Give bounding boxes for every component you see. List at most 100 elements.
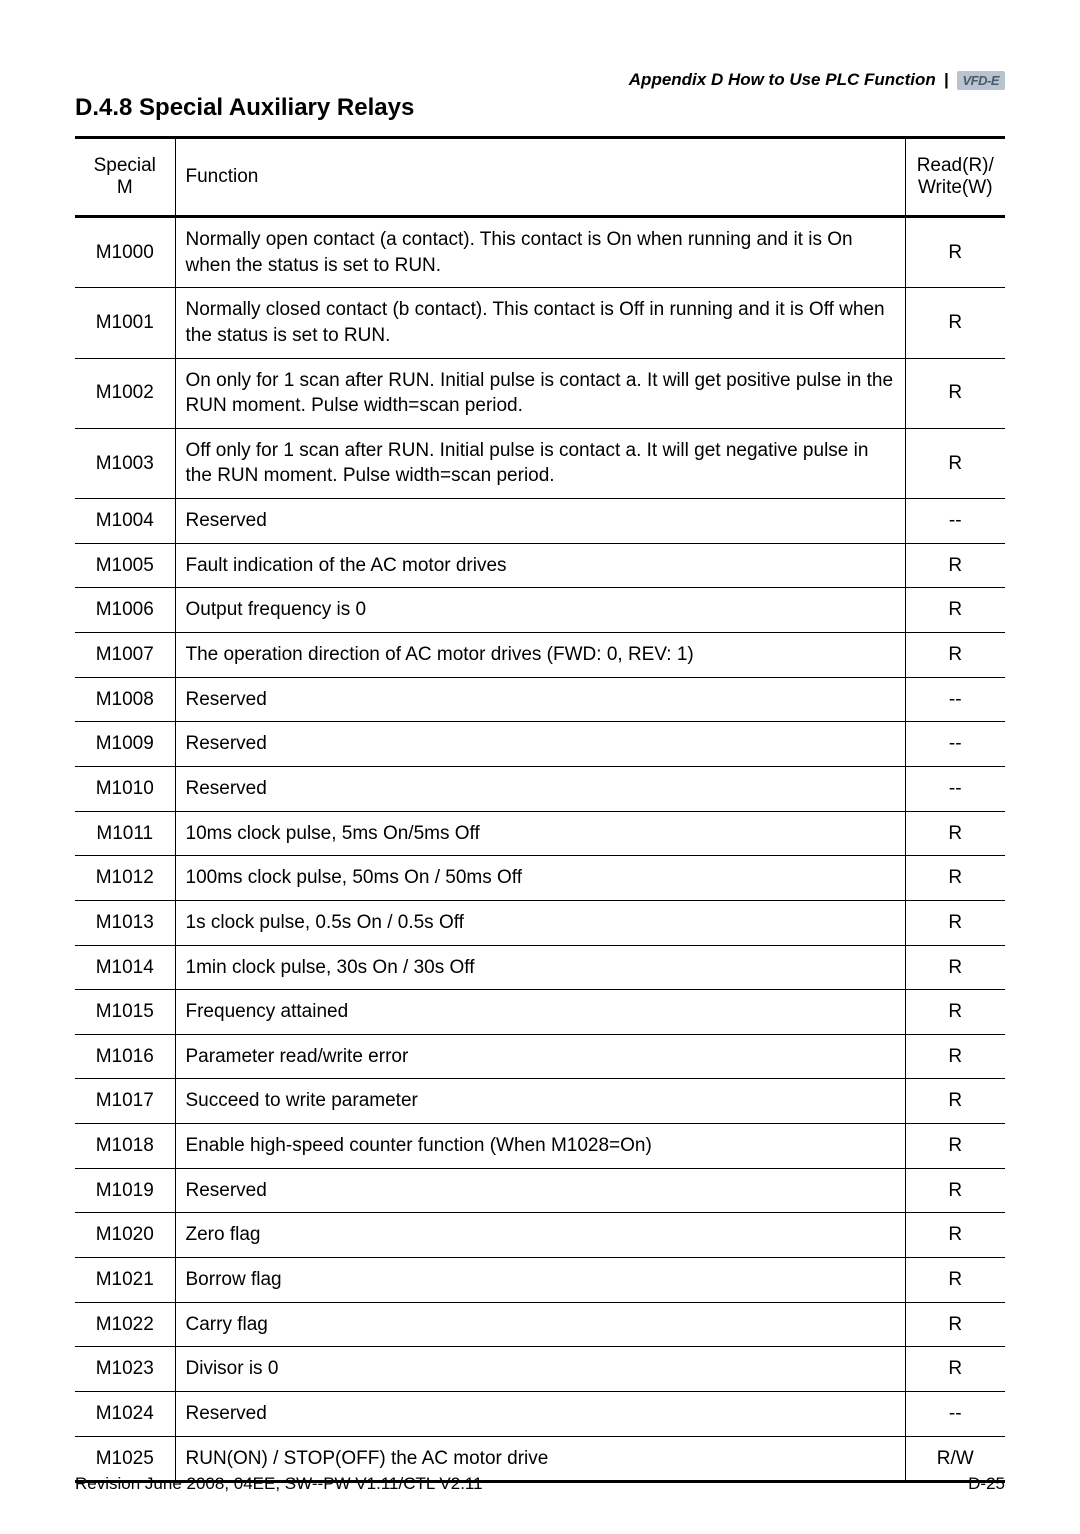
cell-function: Borrow flag (175, 1258, 905, 1303)
cell-readwrite: -- (905, 722, 1005, 767)
col-readwrite: Read(R)/Write(W) (905, 138, 1005, 217)
cell-readwrite: R (905, 1347, 1005, 1392)
cell-readwrite: -- (905, 1391, 1005, 1436)
page-header: Appendix D How to Use PLC Function | VFD… (75, 70, 1005, 90)
cell-readwrite: R (905, 1213, 1005, 1258)
cell-function: Off only for 1 scan after RUN. Initial p… (175, 428, 905, 498)
cell-function: Normally closed contact (b contact). Thi… (175, 288, 905, 358)
table-row: M1010Reserved-- (75, 766, 1005, 811)
cell-special-m: M1018 (75, 1124, 175, 1169)
table-row: M1018Enable high-speed counter function … (75, 1124, 1005, 1169)
cell-readwrite: R (905, 1034, 1005, 1079)
cell-special-m: M1002 (75, 358, 175, 428)
table-row: M1006Output frequency is 0R (75, 588, 1005, 633)
cell-special-m: M1016 (75, 1034, 175, 1079)
cell-readwrite: R (905, 428, 1005, 498)
cell-function: Reserved (175, 766, 905, 811)
cell-readwrite: R (905, 633, 1005, 678)
cell-special-m: M1017 (75, 1079, 175, 1124)
table-header-row: SpecialM Function Read(R)/Write(W) (75, 138, 1005, 217)
cell-readwrite: R (905, 1079, 1005, 1124)
table-row: M1003Off only for 1 scan after RUN. Init… (75, 428, 1005, 498)
cell-function: Parameter read/write error (175, 1034, 905, 1079)
cell-special-m: M1008 (75, 677, 175, 722)
cell-function: Frequency attained (175, 990, 905, 1035)
cell-function: Reserved (175, 499, 905, 544)
table-body: M1000Normally open contact (a contact). … (75, 217, 1005, 1482)
cell-function: Reserved (175, 677, 905, 722)
cell-function: Fault indication of the AC motor drives (175, 543, 905, 588)
cell-special-m: M1001 (75, 288, 175, 358)
cell-function: Divisor is 0 (175, 1347, 905, 1392)
cell-function: The operation direction of AC motor driv… (175, 633, 905, 678)
cell-function: Reserved (175, 1391, 905, 1436)
table-row: M1005Fault indication of the AC motor dr… (75, 543, 1005, 588)
cell-special-m: M1019 (75, 1168, 175, 1213)
table-row: M1021Borrow flagR (75, 1258, 1005, 1303)
cell-special-m: M1010 (75, 766, 175, 811)
cell-special-m: M1005 (75, 543, 175, 588)
table-row: M1007The operation direction of AC motor… (75, 633, 1005, 678)
cell-special-m: M1023 (75, 1347, 175, 1392)
separator: | (944, 70, 949, 90)
cell-special-m: M1020 (75, 1213, 175, 1258)
cell-readwrite: R (905, 900, 1005, 945)
cell-readwrite: R (905, 1258, 1005, 1303)
cell-function: 1min clock pulse, 30s On / 30s Off (175, 945, 905, 990)
cell-special-m: M1007 (75, 633, 175, 678)
col-special-m: SpecialM (75, 138, 175, 217)
table-row: M10131s clock pulse, 0.5s On / 0.5s OffR (75, 900, 1005, 945)
cell-special-m: M1024 (75, 1391, 175, 1436)
cell-function: On only for 1 scan after RUN. Initial pu… (175, 358, 905, 428)
cell-readwrite: -- (905, 499, 1005, 544)
cell-function: Carry flag (175, 1302, 905, 1347)
cell-function: 100ms clock pulse, 50ms On / 50ms Off (175, 856, 905, 901)
cell-function: Enable high-speed counter function (When… (175, 1124, 905, 1169)
table-row: M1008Reserved-- (75, 677, 1005, 722)
cell-special-m: M1013 (75, 900, 175, 945)
table-row: M1002On only for 1 scan after RUN. Initi… (75, 358, 1005, 428)
cell-readwrite: R (905, 1302, 1005, 1347)
cell-readwrite: R (905, 811, 1005, 856)
cell-readwrite: R (905, 588, 1005, 633)
cell-readwrite: R (905, 1168, 1005, 1213)
cell-readwrite: R (905, 990, 1005, 1035)
table-row: M1017Succeed to write parameterR (75, 1079, 1005, 1124)
table-row: M1019ReservedR (75, 1168, 1005, 1213)
table-row: M1009Reserved-- (75, 722, 1005, 767)
cell-special-m: M1015 (75, 990, 175, 1035)
product-logo-badge: VFD-E (957, 71, 1006, 90)
cell-special-m: M1009 (75, 722, 175, 767)
revision-text: Revision June 2008, 04EE, SW--PW V1.11/C… (75, 1474, 483, 1494)
page-footer: Revision June 2008, 04EE, SW--PW V1.11/C… (75, 1474, 1005, 1494)
cell-readwrite: R (905, 288, 1005, 358)
cell-readwrite: R (905, 856, 1005, 901)
table-row: M1020Zero flagR (75, 1213, 1005, 1258)
cell-function: 1s clock pulse, 0.5s On / 0.5s Off (175, 900, 905, 945)
cell-special-m: M1006 (75, 588, 175, 633)
cell-readwrite: -- (905, 677, 1005, 722)
table-row: M1016Parameter read/write errorR (75, 1034, 1005, 1079)
cell-special-m: M1022 (75, 1302, 175, 1347)
cell-special-m: M1004 (75, 499, 175, 544)
cell-readwrite: R (905, 1124, 1005, 1169)
page-number: D-25 (968, 1474, 1005, 1494)
col-function: Function (175, 138, 905, 217)
table-row: M1015Frequency attainedR (75, 990, 1005, 1035)
cell-special-m: M1000 (75, 217, 175, 288)
table-row: M101110ms clock pulse, 5ms On/5ms OffR (75, 811, 1005, 856)
cell-special-m: M1012 (75, 856, 175, 901)
cell-function: 10ms clock pulse, 5ms On/5ms Off (175, 811, 905, 856)
cell-function: Succeed to write parameter (175, 1079, 905, 1124)
cell-function: Output frequency is 0 (175, 588, 905, 633)
section-title: D.4.8 Special Auxiliary Relays (75, 94, 1005, 122)
cell-special-m: M1011 (75, 811, 175, 856)
cell-special-m: M1021 (75, 1258, 175, 1303)
table-row: M1022Carry flagR (75, 1302, 1005, 1347)
cell-readwrite: R (905, 543, 1005, 588)
cell-readwrite: -- (905, 766, 1005, 811)
table-row: M1001Normally closed contact (b contact)… (75, 288, 1005, 358)
table-row: M1024Reserved-- (75, 1391, 1005, 1436)
table-row: M10141min clock pulse, 30s On / 30s OffR (75, 945, 1005, 990)
table-row: M1023Divisor is 0R (75, 1347, 1005, 1392)
